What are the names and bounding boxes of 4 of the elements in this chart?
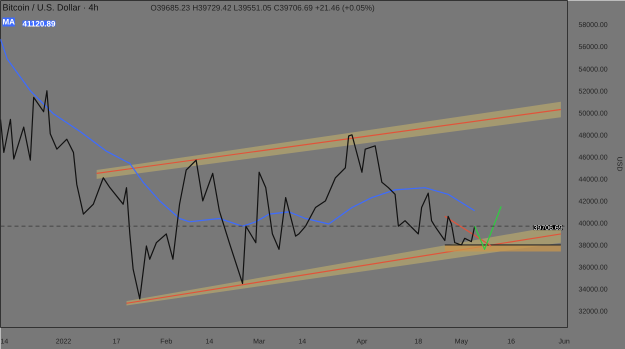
chart-title: Bitcoin / U.S. Dollar · 4h xyxy=(2,2,99,12)
annotation: O39685.23 H39729.42 L39551.05 C39706.69 +21.46 (+0.05%) xyxy=(150,4,376,12)
annotation: 41120.89 xyxy=(22,20,56,28)
legend-label: MA xyxy=(2,18,16,26)
